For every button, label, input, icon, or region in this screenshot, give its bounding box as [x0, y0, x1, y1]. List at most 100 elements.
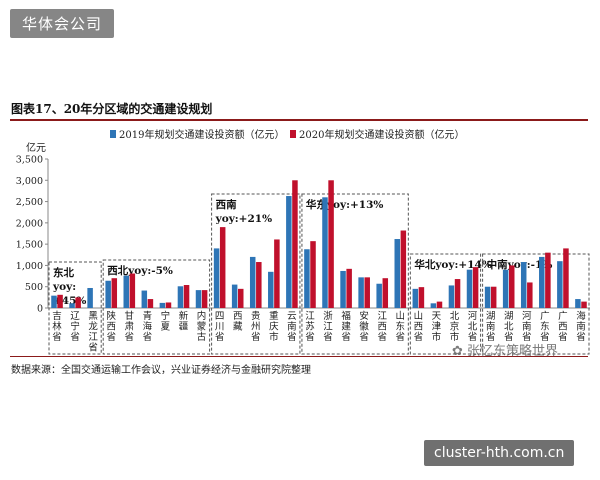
bar-2020-3 — [111, 278, 118, 308]
x-tick-label: 江苏省 — [305, 311, 315, 343]
bar-2019-2 — [87, 287, 93, 308]
bar-2019-4 — [123, 275, 129, 308]
bar-2020-5 — [147, 299, 154, 308]
region-box-3 — [301, 193, 409, 355]
x-tick-label: 重庆市 — [269, 310, 279, 343]
x-tick-label: 河北省 — [468, 310, 478, 343]
bar-2020-29 — [581, 301, 587, 308]
x-tick-label: 云南省 — [287, 311, 297, 343]
x-tick-label: 西藏 — [233, 311, 243, 333]
y-tick-label: 0 — [37, 304, 43, 315]
x-tick-label: 辽宁省 — [70, 310, 80, 343]
bar-2019-19 — [394, 239, 400, 308]
bar-2020-15 — [328, 180, 334, 308]
bar-2020-20 — [418, 287, 425, 308]
x-tick-label: 安徽省 — [359, 310, 369, 343]
x-tick-label: 湖南省 — [486, 311, 496, 343]
bar-2019-8 — [195, 290, 202, 308]
y-tick-label: 3,000 — [16, 176, 43, 187]
bar-2020-14 — [310, 241, 316, 308]
region-label: 西南 — [216, 198, 237, 211]
bar-2019-27 — [539, 256, 545, 308]
region-box-4 — [409, 253, 482, 355]
bar-2020-24 — [490, 286, 497, 308]
bar-2020-26 — [527, 282, 533, 308]
bar-2019-7 — [177, 286, 184, 308]
chart-legend: 2019年规划交通建设投资额（亿元） 2020年规划交通建设投资额（亿元） — [110, 128, 464, 141]
region-box-5 — [482, 253, 590, 355]
x-tick-label: 海南省 — [576, 310, 586, 343]
title-rule — [10, 119, 588, 121]
x-tick-label: 青海省 — [143, 310, 153, 343]
bar-2020-4 — [129, 273, 136, 308]
bar-2020-1 — [75, 297, 81, 308]
region-box-0 — [48, 261, 102, 355]
region-label: 中南yoy:-1% — [487, 258, 553, 271]
bar-2019-16 — [340, 270, 346, 308]
bar-2019-21 — [430, 303, 437, 308]
watermark-bottom: cluster-hth.com.cn — [424, 440, 575, 466]
bar-2020-6 — [165, 302, 172, 308]
bar-2019-10 — [231, 284, 238, 308]
y-axis-label: 亿元 — [26, 141, 46, 154]
bar-2020-0 — [57, 294, 63, 308]
bar-2019-15 — [322, 197, 328, 308]
bar-2019-25 — [502, 269, 509, 308]
bar-2019-1 — [69, 303, 75, 308]
region-label: yoy:+21% — [215, 213, 272, 225]
bar-2020-27 — [545, 252, 551, 308]
region-label: 东北 — [53, 266, 74, 279]
bar-2019-12 — [268, 271, 274, 308]
bars — [51, 180, 587, 308]
bar-2020-23 — [472, 267, 479, 308]
y-tick-label: 1,000 — [16, 261, 43, 272]
bar-2019-5 — [141, 290, 148, 308]
bar-2020-18 — [382, 278, 389, 308]
y-tick-label: 2,000 — [16, 218, 43, 229]
bar-2020-13 — [292, 180, 298, 308]
x-tick-label: 北京市 — [450, 311, 460, 343]
bar-2020-9 — [219, 227, 226, 308]
bar-2020-25 — [509, 265, 515, 308]
bar-2019-20 — [412, 288, 419, 308]
bar-2020-8 — [201, 290, 208, 308]
watermark-logo: ✿ 张忆东策略世界 — [452, 344, 559, 359]
x-tick-label: 甘肃省 — [125, 310, 135, 343]
watermark-logo-text: 张忆东策略世界 — [467, 344, 559, 359]
x-tick-label: 广东省 — [540, 310, 550, 343]
bar-2020-21 — [436, 301, 443, 308]
x-axis-labels: 吉林省辽宁省黑龙江省陕西省甘肃省青海省宁夏新疆内蒙古四川省西藏贵州省重庆市云南省… — [52, 310, 586, 354]
x-tick-label: 广西省 — [558, 310, 568, 343]
y-axis: 0 500 1,000 1,500 2,000 2,500 3,000 3,500 — [16, 155, 590, 315]
region-label: 华北yoy:+14% — [414, 258, 491, 271]
x-tick-label: 新疆 — [179, 310, 189, 333]
x-tick-label: 江西省 — [377, 311, 387, 343]
legend-label-0: 2019年规划交通建设投资额（亿元） — [119, 128, 284, 141]
bar-2020-19 — [400, 230, 407, 308]
bar-2019-14 — [304, 249, 310, 308]
y-tick-label: 1,500 — [16, 240, 43, 251]
bar-2019-28 — [557, 261, 563, 308]
bar-2019-29 — [575, 299, 581, 308]
y-tick-label: 500 — [25, 282, 43, 293]
watermark-top: 华体会公司 — [10, 9, 115, 38]
x-tick-label: 河南省 — [522, 310, 532, 343]
bar-2019-24 — [484, 286, 491, 308]
region-box-2 — [211, 193, 301, 355]
x-tick-label: 黑龙江省 — [88, 311, 98, 354]
x-tick-label: 天津市 — [432, 311, 442, 343]
x-tick-label: 宁夏 — [161, 310, 171, 333]
region-label: 西北yoy:-5% — [107, 264, 173, 277]
legend-swatch-1 — [290, 130, 296, 138]
chart: 2019年规划交通建设投资额（亿元） 2020年规划交通建设投资额（亿元） 亿元 … — [16, 128, 590, 355]
bar-2020-11 — [256, 262, 262, 308]
bar-2019-26 — [520, 262, 527, 308]
bar-2020-22 — [454, 279, 461, 308]
x-tick-label: 四川省 — [215, 311, 225, 343]
bar-2020-10 — [238, 288, 244, 308]
bar-2020-17 — [364, 277, 370, 308]
region-label: yoy: — [52, 281, 76, 293]
figure-title: 图表17、20年分区域的交通建设规划 — [11, 102, 213, 116]
legend-label-1: 2020年规划交通建设投资额（亿元） — [299, 128, 464, 141]
x-tick-label: 贵州省 — [251, 310, 261, 343]
